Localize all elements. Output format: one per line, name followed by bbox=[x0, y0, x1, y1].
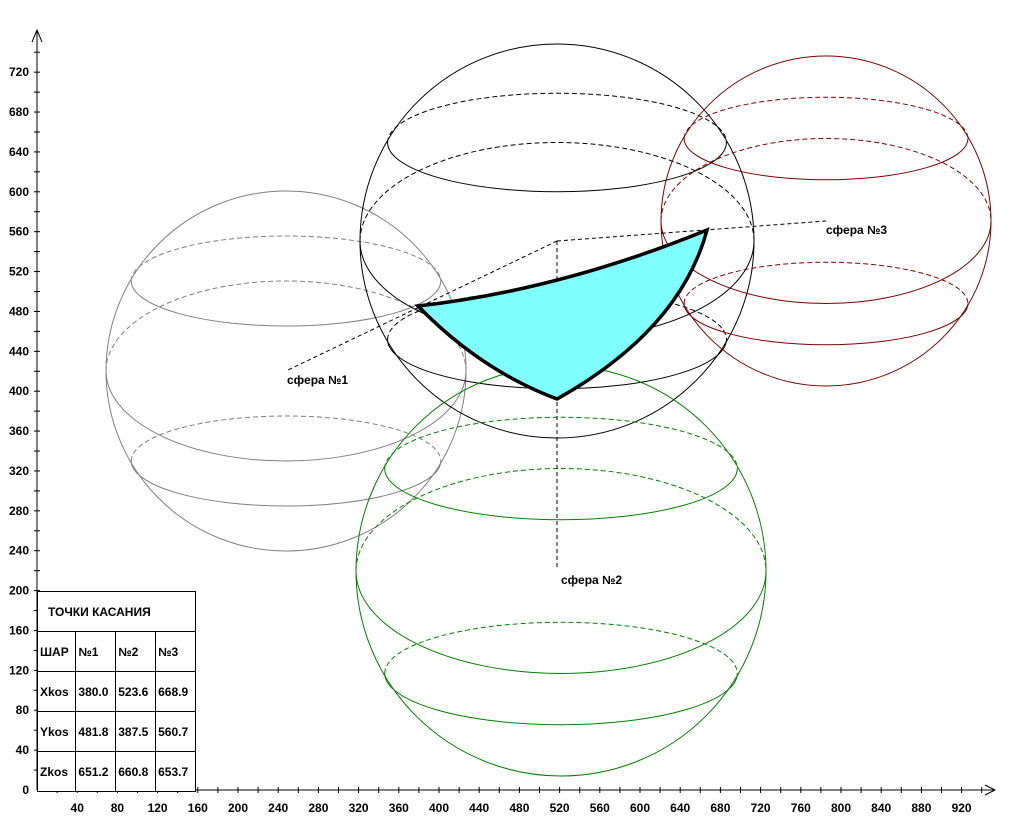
y-tick-label: 520 bbox=[9, 265, 29, 279]
x-tick-label: 880 bbox=[911, 801, 931, 815]
table-cell: 651.2 bbox=[75, 751, 117, 792]
table-row: Zkos 651.2 660.8 653.7 bbox=[36, 751, 196, 792]
y-tick-label: 0 bbox=[22, 783, 29, 797]
y-tick-label: 400 bbox=[9, 384, 29, 398]
table-cell: 668.9 bbox=[155, 671, 196, 712]
table-title: ТОЧКИ КАСАНИЯ bbox=[37, 591, 196, 632]
x-tick-label: 480 bbox=[509, 801, 529, 815]
table-cell: 523.6 bbox=[115, 671, 157, 712]
sphere1-back-arc bbox=[130, 415, 442, 462]
sphere2-label: сфера №2 bbox=[561, 573, 622, 587]
x-tick-label: 640 bbox=[670, 801, 690, 815]
y-tick-label: 560 bbox=[9, 225, 29, 239]
sphere2-front-arc bbox=[384, 468, 738, 521]
sphere2-back-arc bbox=[384, 416, 738, 469]
y-tick-label: 200 bbox=[9, 584, 29, 598]
y-tick-label: 440 bbox=[9, 344, 29, 358]
x-tick-label: 40 bbox=[71, 801, 85, 815]
x-tick-label: 600 bbox=[630, 801, 650, 815]
sphere3-back-arc bbox=[683, 261, 969, 304]
table-cell: 387.5 bbox=[115, 711, 157, 752]
y-tick-label: 360 bbox=[9, 424, 29, 438]
x-tick-label: 160 bbox=[188, 801, 208, 815]
header-cell: №3 bbox=[155, 631, 196, 672]
x-tick-label: 320 bbox=[349, 801, 369, 815]
y-tick-label: 680 bbox=[9, 105, 29, 119]
y-tick-label: 720 bbox=[9, 65, 29, 79]
y-tick-label: 120 bbox=[9, 663, 29, 677]
header-cell: ШАР bbox=[36, 631, 77, 672]
sphere-main-back-arc bbox=[359, 142, 755, 242]
x-tick-label: 520 bbox=[550, 801, 570, 815]
sphere-main-back-arc bbox=[387, 92, 727, 143]
sphere2-outline bbox=[355, 365, 767, 777]
sphere1-front-arc bbox=[130, 460, 442, 507]
sphere1-front-arc bbox=[130, 280, 442, 327]
x-tick-label: 560 bbox=[590, 801, 610, 815]
table-row: Xkos 380.0 523.6 668.9 bbox=[36, 671, 196, 712]
x-tick-label: 280 bbox=[308, 801, 328, 815]
x-tick-label: 400 bbox=[429, 801, 449, 815]
x-tick-label: 760 bbox=[791, 801, 811, 815]
y-tick-label: 40 bbox=[16, 743, 30, 757]
sphere1-back-arc bbox=[130, 235, 442, 282]
x-tick-label: 440 bbox=[469, 801, 489, 815]
sphere3-label: сфера №3 bbox=[826, 223, 887, 237]
sphere2-back-arc bbox=[355, 468, 767, 572]
x-tick-label: 80 bbox=[111, 801, 125, 815]
sphere2-front-arc bbox=[384, 673, 738, 726]
x-tick-label: 720 bbox=[751, 801, 771, 815]
y-tick-label: 320 bbox=[9, 464, 29, 478]
sphere3-back-arc bbox=[660, 138, 992, 222]
x-tick-label: 360 bbox=[389, 801, 409, 815]
x-tick-label: 840 bbox=[871, 801, 891, 815]
header-cell: №1 bbox=[75, 631, 117, 672]
y-tick-label: 160 bbox=[9, 623, 29, 637]
y-tick-label: 640 bbox=[9, 145, 29, 159]
x-tick-label: 200 bbox=[228, 801, 248, 815]
x-tick-label: 920 bbox=[952, 801, 972, 815]
sphere1-outline bbox=[105, 190, 467, 552]
sphere1 bbox=[105, 190, 467, 552]
y-tick-label: 480 bbox=[9, 304, 29, 318]
tangent-region bbox=[414, 227, 710, 401]
x-tick-label: 240 bbox=[268, 801, 288, 815]
table-cell: 560.7 bbox=[155, 711, 196, 752]
table-cell: 380.0 bbox=[75, 671, 117, 712]
sphere2-front-arc bbox=[355, 570, 767, 674]
y-tick-label: 600 bbox=[9, 185, 29, 199]
x-tick-label: 120 bbox=[148, 801, 168, 815]
y-tick-label: 80 bbox=[16, 703, 30, 717]
row-label: Ykos bbox=[36, 711, 77, 752]
sphere3-front-arc bbox=[683, 303, 969, 346]
sphere3-back-arc bbox=[683, 96, 969, 139]
x-tick-label: 800 bbox=[831, 801, 851, 815]
table-cell: 653.7 bbox=[155, 751, 196, 792]
x-tick-label: 680 bbox=[710, 801, 730, 815]
row-label: Xkos bbox=[36, 671, 77, 712]
table-row: Ykos 481.8 387.5 560.7 bbox=[36, 711, 196, 752]
tangent-points-table: ТОЧКИ КАСАНИЯ ШАР №1 №2 №3 Xkos 380.0 52… bbox=[36, 591, 196, 792]
sphere3-front-arc bbox=[683, 138, 969, 181]
table-cell: 481.8 bbox=[75, 711, 117, 752]
sphere2 bbox=[355, 365, 767, 777]
sphere1-label: сфера №1 bbox=[287, 373, 348, 387]
sphere3 bbox=[660, 55, 992, 387]
sphere-main-front-arc bbox=[387, 142, 727, 193]
y-tick-label: 240 bbox=[9, 544, 29, 558]
y-tick-label: 280 bbox=[9, 504, 29, 518]
table-cell: 660.8 bbox=[115, 751, 157, 792]
sphere2-back-arc bbox=[384, 621, 738, 674]
row-label: Zkos bbox=[36, 751, 77, 792]
sphere1-front-arc bbox=[105, 370, 467, 462]
header-cell: №2 bbox=[115, 631, 157, 672]
